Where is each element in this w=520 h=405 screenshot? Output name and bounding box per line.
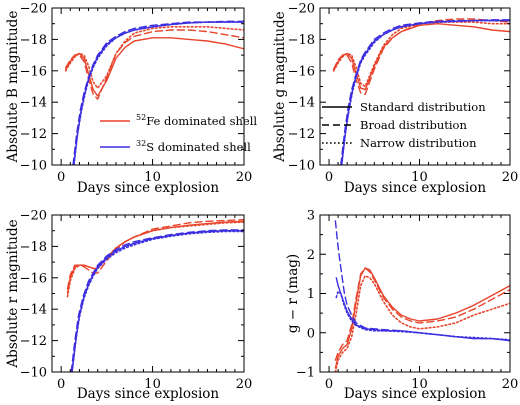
y-tick-label: −12	[288, 127, 315, 142]
y-tick-label: −10	[20, 366, 47, 381]
series-fe-narrow	[332, 21, 510, 88]
x-tick-label: 10	[411, 170, 428, 185]
series-s-narrow	[73, 21, 244, 165]
series-fe-narrow	[64, 25, 244, 89]
y-tick-label: 0	[307, 326, 315, 341]
x-tick-label: 0	[57, 377, 65, 392]
series-group	[64, 20, 244, 165]
legend-label-s: 32S dominated shell	[136, 139, 251, 154]
series-s-narrow	[335, 290, 510, 341]
y-tick-label: −18	[20, 33, 47, 48]
legend-label-standard: Standard distribution	[360, 100, 486, 114]
y-tick-label: −20	[288, 2, 315, 17]
y-tick-label: −18	[20, 240, 47, 255]
x-tick-label: 10	[411, 377, 428, 392]
panel-r: 0 10 20 −10 −12 −14 −16 −18 −20 Days since explos…	[5, 209, 252, 403]
series-group	[66, 218, 244, 372]
legend-styles: Standard distribution Broad distribution N…	[322, 100, 486, 150]
y-tick-label: −12	[20, 127, 47, 142]
x-axis-label: Days since explosion	[344, 180, 487, 196]
y-tick-label: 2	[307, 248, 315, 263]
legend-label-broad: Broad distribution	[360, 118, 467, 132]
x-tick-label: 0	[325, 377, 333, 392]
series-fe-narrow	[334, 274, 510, 372]
x-tick-label: 10	[144, 377, 161, 392]
y-tick-label: −14	[20, 96, 47, 111]
panel-g: 0 10 20 −10 −12 −14 −16 −18 −20 Days since explos…	[272, 2, 518, 197]
y-tick-label: −14	[20, 303, 47, 318]
series-fe-broad	[332, 18, 510, 96]
y-tick-label: −16	[20, 271, 47, 286]
panel-B: 0 10 20 −10 −12 −14 −16 −18 −20 Days since explos…	[5, 2, 252, 197]
y-tick-label: −10	[288, 159, 315, 174]
plot-frame	[319, 214, 511, 373]
y-tick-label: −20	[20, 2, 47, 17]
series-group	[332, 18, 510, 165]
y-axis-label: Absolute g magnitude	[272, 11, 288, 162]
x-tick-label: 0	[57, 170, 65, 185]
y-tick-label: 3	[307, 209, 315, 224]
legend-label-narrow: Narrow distribution	[360, 136, 477, 150]
x-tick-label: 20	[502, 377, 519, 392]
y-tick-label: 1	[307, 287, 315, 302]
series-s-narrow	[71, 230, 244, 372]
y-tick-label: −10	[20, 159, 47, 174]
x-tick-label: 0	[325, 170, 333, 185]
x-tick-label: 10	[144, 170, 161, 185]
legend-models: 52Fe dominated shell 32S dominated shell	[100, 113, 257, 154]
x-axis-label: Days since explosion	[77, 386, 220, 402]
y-axis-label: g − r (mag)	[285, 254, 301, 333]
y-tick-label: −1	[296, 366, 315, 381]
y-tick-label: −14	[288, 96, 315, 111]
series-s-standard	[335, 277, 510, 342]
series-s-broad	[70, 229, 244, 372]
series-group	[334, 220, 510, 372]
series-s-standard	[71, 229, 244, 372]
series-fe-broad	[334, 267, 510, 361]
y-tick-label: −16	[288, 64, 315, 79]
series-fe-standard	[334, 267, 510, 369]
y-tick-label: −18	[288, 33, 315, 48]
x-axis-label: Days since explosion	[344, 386, 487, 402]
series-fe-narrow	[66, 221, 244, 298]
y-axis-label: Absolute r magnitude	[5, 219, 21, 368]
legend-label-fe: 52Fe dominated shell	[136, 113, 257, 128]
x-axis-label: Days since explosion	[77, 180, 220, 196]
panel-gr: 0 10 20 −1 0 1 2 3 Days since explosion g − r (ma…	[285, 209, 518, 403]
x-tick-label: 20	[502, 170, 519, 185]
series-s-broad	[72, 20, 244, 165]
y-tick-label: −16	[20, 64, 47, 79]
x-tick-label: 20	[236, 170, 253, 185]
y-tick-label: −20	[20, 209, 47, 224]
y-axis-label: Absolute B magnitude	[5, 11, 21, 164]
series-s-narrow	[340, 19, 510, 165]
y-tick-label: −12	[20, 334, 47, 349]
x-tick-label: 20	[236, 377, 253, 392]
